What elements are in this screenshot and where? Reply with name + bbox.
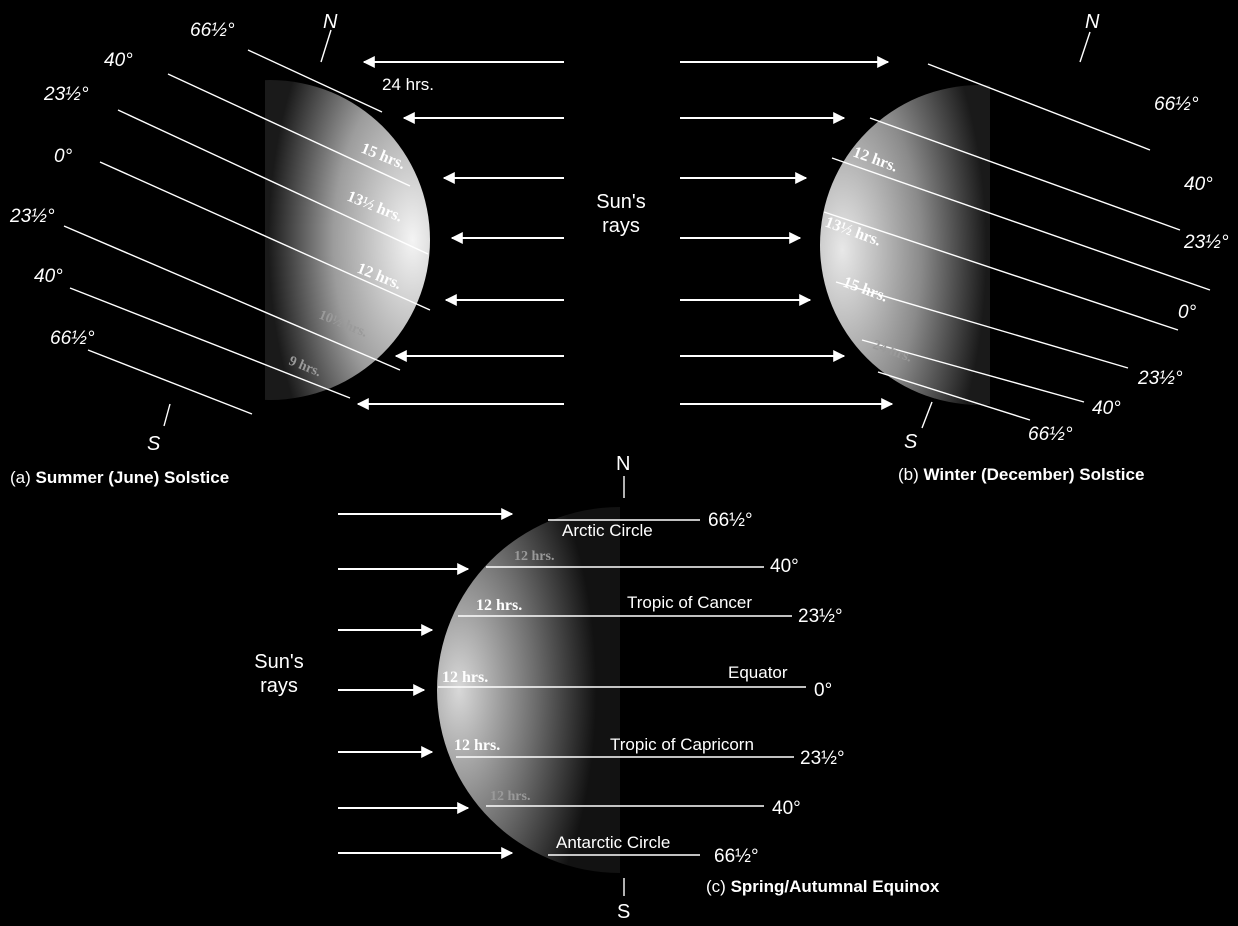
summer-ray-arrows [356, 56, 564, 410]
equinox-daylight-23n: 12 hrs. [476, 597, 522, 614]
equinox-daylight-0: 12 hrs. [442, 669, 488, 686]
equinox-lat-label-1: 66½° [708, 510, 753, 531]
equinox-lat-label-4: 0° [814, 680, 832, 701]
winter-lat-label-5: 23½° [1137, 368, 1183, 389]
equinox-lat-label-6: 40° [772, 798, 801, 819]
equinox-north-label: N [616, 453, 630, 475]
winter-south-axis [921, 401, 933, 429]
summer-south-axis [163, 403, 171, 427]
summer-lat-label-4: 0° [54, 146, 73, 167]
equinox-south-label: S [617, 901, 630, 923]
equinox-daylight-66: 12 hrs. [514, 549, 554, 564]
equator-label: Equator [728, 663, 788, 682]
arctic-circle-label: Arctic Circle [562, 521, 653, 540]
equinox-lat-label-5: 23½° [800, 748, 845, 769]
equinox-latitude-lines [438, 519, 806, 856]
summer-south-label: S [147, 433, 161, 455]
equinox-lat-label-3: 23½° [798, 606, 843, 627]
winter-north-label: N [1085, 11, 1100, 33]
sun-rays-label-bottom-line1: Sun's [254, 651, 303, 673]
sun-rays-label-top-line2: rays [602, 215, 640, 237]
equinox-caption: (c) Spring/Autumnal Equinox [706, 877, 940, 896]
summer-lat-label-3: 23½° [43, 84, 89, 105]
summer-lat-label-1: 66½° [190, 20, 235, 41]
solstice-sun-rays: Sun's rays [356, 56, 894, 410]
summer-lat-label-6: 40° [34, 266, 63, 287]
equinox-panel: N S 66½° 40° 23½° 0° 23½° 40° 66½° Arcti… [254, 453, 940, 923]
winter-latitude-lines [823, 63, 1211, 421]
summer-north-label: N [323, 11, 338, 33]
winter-caption: (b) Winter (December) Solstice [898, 465, 1144, 484]
equinox-daylight-23s: 12 hrs. [454, 737, 500, 754]
summer-latitude-lines [63, 49, 431, 415]
equinox-daylight-40s: 12 hrs. [490, 789, 530, 804]
summer-lat-label-5: 23½° [9, 206, 55, 227]
summer-solstice-panel: N S 66½° 40° 23½° 0° 23½° 40° 66½° 24 hr… [9, 11, 434, 487]
equinox-lat-label-2: 40° [770, 556, 799, 577]
winter-lat-label-1: 66½° [1154, 94, 1199, 115]
winter-north-axis [1079, 31, 1091, 63]
equinox-lat-label-7: 66½° [714, 846, 759, 867]
antarctic-circle-label: Antarctic Circle [556, 833, 670, 852]
sun-rays-label-top-line1: Sun's [596, 191, 645, 213]
summer-daylight-24: 24 hrs. [382, 75, 434, 94]
winter-lat-label-3: 23½° [1183, 232, 1229, 253]
winter-lat-label-6: 40° [1092, 398, 1121, 419]
winter-solstice-panel: N S 66½° 40° 23½° 0° 23½° 40° 66½° 12 hr… [820, 11, 1229, 484]
winter-ray-arrows [680, 56, 894, 410]
winter-lat-label-7: 66½° [1028, 424, 1073, 445]
summer-lat-label-2: 40° [104, 50, 133, 71]
winter-south-label: S [904, 431, 918, 453]
summer-caption: (a) Summer (June) Solstice [10, 468, 229, 487]
equinox-ray-arrows [338, 508, 514, 859]
winter-lat-label-2: 40° [1184, 174, 1213, 195]
tropic-of-capricorn-label: Tropic of Capricorn [610, 735, 754, 754]
winter-lat-label-4: 0° [1178, 302, 1197, 323]
summer-lat-label-7: 66½° [50, 328, 95, 349]
sun-rays-label-bottom-line2: rays [260, 675, 298, 697]
summer-north-axis [320, 29, 332, 63]
tropic-of-cancer-label: Tropic of Cancer [627, 593, 752, 612]
